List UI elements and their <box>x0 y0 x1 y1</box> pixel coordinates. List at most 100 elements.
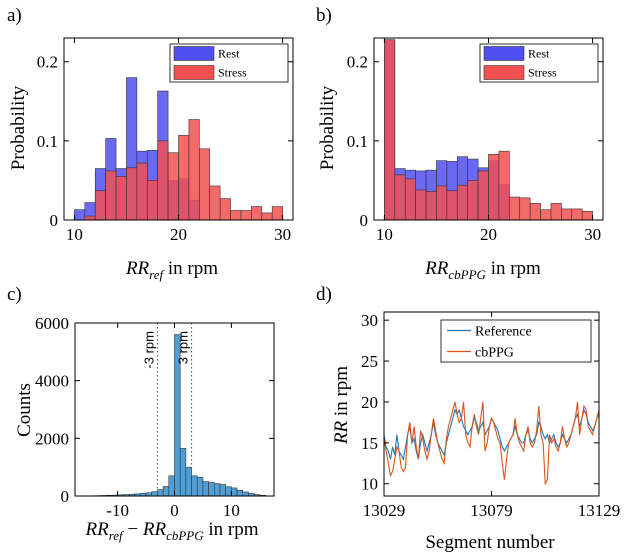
ylabel-c: Counts <box>14 383 35 437</box>
b-bar-stress-17 <box>561 208 573 221</box>
a-ytick-label: 0.1 <box>37 132 58 151</box>
c-bar-counts-21 <box>208 482 215 497</box>
b-bar-stress-8 <box>467 180 479 221</box>
c-bar-counts-19 <box>196 476 204 497</box>
b-bar-stress-3 <box>415 189 427 221</box>
c-threshold-label-1: 3 rpm <box>176 331 191 364</box>
a-legend-swatch-rest <box>173 46 215 61</box>
ylabel-d: RR in rpm <box>331 366 352 445</box>
c-threshold-label-0: -3 rpm <box>141 331 156 369</box>
a-bar-stress-6 <box>136 162 148 221</box>
d-ytick-label: 30 <box>361 311 378 330</box>
b-ytick-label: 0.1 <box>347 132 368 151</box>
c-ytick-label: 2000 <box>35 429 69 448</box>
b-xtick-label: 10 <box>376 225 393 244</box>
a-bar-stress-11 <box>188 119 200 221</box>
c-xtick-label: 10 <box>223 501 240 520</box>
d-legend-label-reference: Reference <box>475 325 532 340</box>
a-legend-label-stress: Stress <box>218 66 247 80</box>
a-bar-stress-4 <box>115 176 127 221</box>
a-bar-stress-17 <box>251 206 263 221</box>
b-ytick-label: 0.2 <box>347 53 368 72</box>
c-bar-counts-11 <box>151 491 158 497</box>
d-ytick-label: 25 <box>361 352 378 371</box>
b-bar-stress-9 <box>477 170 489 221</box>
a-bar-stress-19 <box>271 206 283 221</box>
a-bar-stress-10 <box>178 135 190 221</box>
panel-label-b: b) <box>316 5 332 26</box>
a-bar-stress-18 <box>261 212 273 221</box>
d-xtick-label: 13079 <box>470 501 513 520</box>
a-bar-rest-0 <box>74 209 86 221</box>
b-bar-stress-5 <box>436 185 448 221</box>
a-bar-stress-3 <box>105 170 117 221</box>
a-bar-stress-16 <box>240 210 252 221</box>
a-legend-label-rest: Rest <box>218 47 240 61</box>
b-bar-stress-16 <box>550 203 562 221</box>
b-bar-stress-1 <box>394 174 406 221</box>
chart-d: 13029 13079 13129 10 15 20 25 30 Reference cbPPG <box>361 311 620 520</box>
a-bar-stress-13 <box>209 185 221 221</box>
d-legend <box>440 319 592 363</box>
c-bar-counts-23 <box>219 484 226 497</box>
b-bar-stress-10 <box>488 154 500 221</box>
a-bar-stress-9 <box>167 152 179 221</box>
a-bar-stress-14 <box>219 198 231 221</box>
b-xtick-label: 20 <box>480 225 497 244</box>
b-ytick-label: 0 <box>360 211 369 230</box>
chart-c: -3 rpm 3 rpm -10 0 10 0 2000 4000 6000 <box>35 314 275 520</box>
b-legend-label-stress: Stress <box>528 66 557 80</box>
c-xtick-label: -10 <box>106 501 129 520</box>
a-legend-swatch-stress <box>173 65 215 80</box>
b-bar-stress-15 <box>540 209 552 221</box>
a-bar-stress-7 <box>146 180 158 221</box>
a-bar-stress-1 <box>84 215 96 221</box>
xlabel-b: RRcbPPG in rpm <box>424 258 541 282</box>
b-legend-swatch-rest <box>483 46 525 61</box>
b-bar-stress-14 <box>529 203 541 221</box>
b-bar-stress-18 <box>571 208 583 221</box>
b-bar-stress-0 <box>384 39 396 221</box>
a-bar-stress-12 <box>199 148 211 221</box>
panel-label-d: d) <box>316 284 332 305</box>
c-bar-counts-26 <box>236 489 244 497</box>
b-bar-stress-13 <box>519 197 531 221</box>
c-bar-counts-17 <box>185 466 192 497</box>
a-bar-stress-8 <box>157 140 169 221</box>
c-xtick-label: 0 <box>170 501 179 520</box>
b-bar-stress-12 <box>509 196 521 221</box>
d-ytick-label: 20 <box>361 393 378 412</box>
ylabel-a: Probability <box>8 85 29 170</box>
c-ytick-label: 4000 <box>35 372 69 391</box>
a-ytick-label: 0 <box>50 211 59 230</box>
d-ytick-label: 15 <box>361 434 378 453</box>
a-xtick-label: 20 <box>170 225 187 244</box>
c-ytick-label: 0 <box>61 487 70 506</box>
d-series-line-cbppg <box>383 401 600 486</box>
d-ytick-label: 10 <box>361 475 378 494</box>
a-ytick-label: 0.2 <box>37 53 58 72</box>
c-bar-counts-13 <box>162 486 170 497</box>
a-xtick-label: 30 <box>274 225 291 244</box>
a-bar-stress-15 <box>230 210 242 221</box>
panel-label-c: c) <box>7 284 22 305</box>
d-xtick-label: 13129 <box>578 501 621 520</box>
c-ytick-label: 6000 <box>35 314 69 333</box>
c-bar-counts-16 <box>179 448 187 497</box>
c-bar-counts-12 <box>157 489 164 497</box>
xlabel-c: RRref − RRcbPPG in rpm <box>84 519 258 543</box>
a-xtick-label: 10 <box>66 225 83 244</box>
c-bar-counts-24 <box>225 486 232 497</box>
b-bar-stress-19 <box>581 210 593 221</box>
chart-a: 10 20 30 0 0.1 0.2 Rest Stress <box>37 37 294 244</box>
ylabel-b: Probability <box>317 85 338 170</box>
b-bar-stress-7 <box>456 184 468 221</box>
d-xtick-label: 13029 <box>363 501 406 520</box>
panel-label-a: a) <box>7 5 22 26</box>
c-bar-counts-20 <box>202 481 209 497</box>
xlabel-d: Segment number <box>425 532 555 553</box>
b-bar-stress-2 <box>404 178 416 221</box>
a-bar-stress-2 <box>94 190 106 221</box>
c-bar-counts-27 <box>242 491 249 497</box>
